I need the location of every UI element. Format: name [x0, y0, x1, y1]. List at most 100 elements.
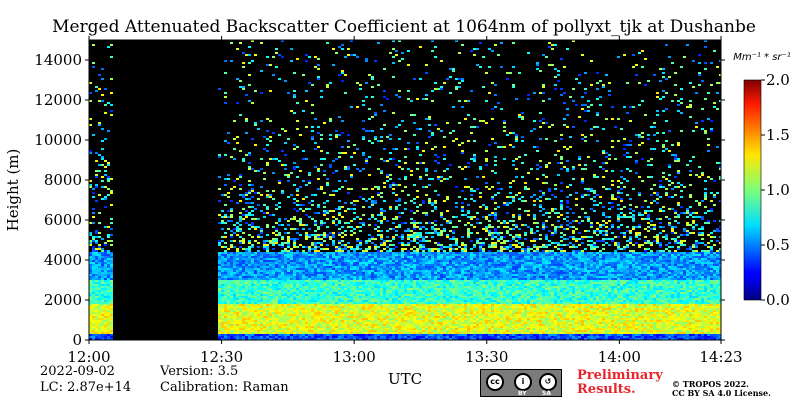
heatmap-cell: [383, 296, 386, 298]
heatmap-cell: [320, 264, 323, 266]
heatmap-cell: [302, 306, 305, 308]
heatmap-cell: [254, 262, 257, 264]
heatmap-cell: [233, 274, 236, 276]
heatmap-cell: [407, 142, 410, 144]
heatmap-cell: [272, 290, 275, 292]
heatmap-cell: [362, 320, 365, 322]
heatmap-cell: [437, 302, 440, 304]
heatmap-cell: [314, 256, 317, 258]
heatmap-cell: [254, 302, 257, 304]
heatmap-cell: [395, 284, 398, 286]
heatmap-cell: [101, 284, 104, 286]
heatmap-cell: [302, 324, 305, 326]
heatmap-cell: [92, 282, 95, 284]
heatmap-cell: [245, 258, 248, 260]
heatmap-cell: [98, 318, 101, 320]
heatmap-cell: [275, 312, 278, 314]
heatmap-cell: [320, 266, 323, 268]
heatmap-cell: [299, 308, 302, 310]
heatmap-cell: [110, 56, 113, 58]
heatmap-cell: [260, 254, 263, 256]
heatmap-cell: [275, 292, 278, 294]
heatmap-cell: [320, 306, 323, 308]
heatmap-cell: [314, 244, 317, 246]
heatmap-cell: [374, 336, 377, 338]
heatmap-cell: [308, 248, 311, 250]
heatmap-cell: [284, 142, 287, 144]
heatmap-cell: [272, 326, 275, 328]
heatmap-cell: [419, 306, 422, 308]
heatmap-cell: [428, 304, 431, 306]
heatmap-cell: [293, 324, 296, 326]
heatmap-cell: [419, 330, 422, 332]
heatmap-cell: [257, 272, 260, 274]
heatmap-cell: [335, 254, 338, 256]
heatmap-cell: [419, 298, 422, 300]
heatmap-cell: [344, 248, 347, 250]
heatmap-cell: [266, 304, 269, 306]
heatmap-cell: [269, 328, 272, 330]
heatmap-cell: [371, 334, 374, 336]
heatmap-cell: [320, 274, 323, 276]
heatmap-cell: [347, 188, 350, 190]
heatmap-cell: [263, 240, 266, 242]
heatmap-cell: [257, 326, 260, 328]
heatmap-cell: [371, 266, 374, 268]
heatmap-cell: [335, 274, 338, 276]
heatmap-cell: [302, 308, 305, 310]
heatmap-cell: [236, 234, 239, 236]
heatmap-cell: [257, 304, 260, 306]
heatmap-cell: [308, 292, 311, 294]
heatmap-cell: [260, 120, 263, 122]
heatmap-cell: [407, 294, 410, 296]
heatmap-cell: [395, 234, 398, 236]
heatmap-cell: [107, 260, 110, 262]
heatmap-cell: [284, 300, 287, 302]
heatmap-cell: [233, 336, 236, 338]
heatmap-cell: [332, 284, 335, 286]
heatmap-cell: [401, 268, 404, 270]
heatmap-cell: [272, 238, 275, 240]
heatmap-cell: [413, 314, 416, 316]
heatmap-cell: [257, 260, 260, 262]
heatmap-cell: [272, 132, 275, 134]
heatmap-cell: [308, 324, 311, 326]
heatmap-cell: [305, 232, 308, 234]
heatmap-cell: [434, 270, 437, 272]
heatmap-cell: [98, 254, 101, 256]
heatmap-cell: [428, 298, 431, 300]
heatmap-cell: [395, 254, 398, 256]
heatmap-cell: [314, 298, 317, 300]
heatmap-cell: [224, 336, 227, 338]
heatmap-cell: [437, 292, 440, 294]
heatmap-cell: [407, 250, 410, 252]
heatmap-cell: [338, 134, 341, 136]
heatmap-cell: [218, 314, 221, 316]
heatmap-cell: [293, 296, 296, 298]
heatmap-cell: [230, 328, 233, 330]
heatmap-cell: [326, 182, 329, 184]
heatmap-cell: [425, 278, 428, 280]
heatmap-cell: [95, 278, 98, 280]
heatmap-cell: [392, 306, 395, 308]
heatmap-cell: [392, 302, 395, 304]
heatmap-cell: [317, 242, 320, 244]
heatmap-cell: [302, 334, 305, 336]
heatmap-cell: [401, 250, 404, 252]
heatmap-cell: [398, 296, 401, 298]
heatmap-cell: [344, 290, 347, 292]
heatmap-cell: [257, 274, 260, 276]
heatmap-cell: [368, 338, 371, 340]
heatmap-cell: [344, 222, 347, 224]
heatmap-cell: [410, 272, 413, 274]
heatmap-cell: [110, 294, 113, 296]
heatmap-cell: [302, 322, 305, 324]
heatmap-cell: [227, 258, 230, 260]
heatmap-cell: [239, 194, 242, 196]
heatmap-cell: [89, 336, 92, 338]
heatmap-cell: [308, 202, 311, 204]
heatmap-cell: [95, 292, 98, 294]
heatmap-cell: [425, 248, 428, 250]
heatmap-cell: [236, 324, 239, 326]
heatmap-cell: [335, 338, 338, 340]
